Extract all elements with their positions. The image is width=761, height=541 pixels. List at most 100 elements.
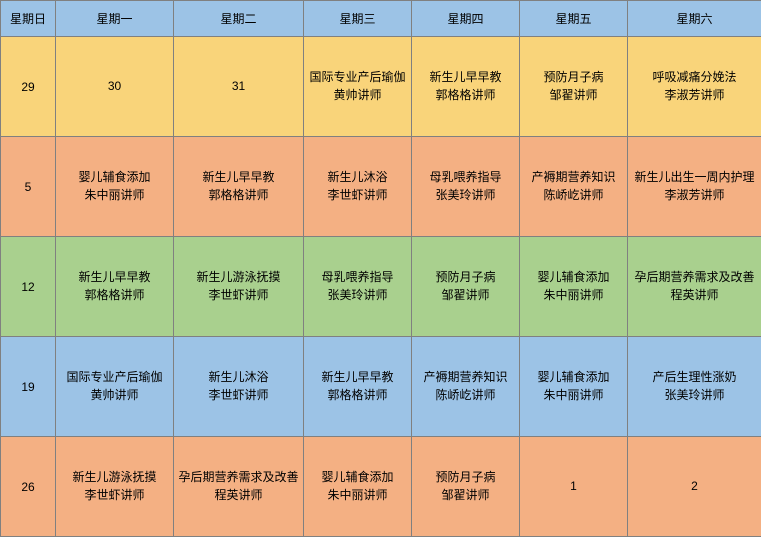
day-number-cell: 26 — [1, 437, 56, 537]
day-number-cell: 19 — [1, 337, 56, 437]
schedule-cell: 婴儿辅食添加朱中丽讲师 — [520, 237, 628, 337]
schedule-cell: 预防月子病邹翟讲师 — [520, 37, 628, 137]
schedule-cell: 新生儿沐浴李世虾讲师 — [304, 137, 412, 237]
instructor-name: 邹翟讲师 — [414, 487, 517, 504]
instructor-name: 李世虾讲师 — [306, 187, 409, 204]
course-title: 产褥期营养知识 — [414, 369, 517, 386]
course-title: 呼吸减痛分娩法 — [630, 69, 759, 86]
schedule-cell: 孕后期营养需求及改善程英讲师 — [628, 237, 761, 337]
instructor-name: 张美玲讲师 — [630, 387, 759, 404]
schedule-cell: 30 — [56, 37, 174, 137]
schedule-cell: 婴儿辅食添加朱中丽讲师 — [304, 437, 412, 537]
weekday-header: 星期三 — [304, 1, 412, 37]
schedule-cell: 产褥期营养知识陈峤屹讲师 — [412, 337, 520, 437]
instructor-name: 李世虾讲师 — [176, 387, 301, 404]
course-title: 母乳喂养指导 — [414, 169, 517, 186]
weekday-header: 星期日 — [1, 1, 56, 37]
course-title: 产褥期营养知识 — [522, 169, 625, 186]
instructor-name: 邹翟讲师 — [522, 87, 625, 104]
course-title: 1 — [522, 478, 625, 495]
schedule-cell: 新生儿早早教郭格格讲师 — [174, 137, 304, 237]
schedule-cell: 新生儿早早教郭格格讲师 — [412, 37, 520, 137]
day-number-cell: 5 — [1, 137, 56, 237]
schedule-cell: 国际专业产后瑜伽黄帅讲师 — [56, 337, 174, 437]
schedule-cell: 新生儿早早教郭格格讲师 — [56, 237, 174, 337]
instructor-name: 郭格格讲师 — [306, 387, 409, 404]
schedule-cell: 新生儿游泳抚摸李世虾讲师 — [174, 237, 304, 337]
course-title: 31 — [176, 78, 301, 95]
instructor-name: 朱中丽讲师 — [58, 187, 171, 204]
instructor-name: 朱中丽讲师 — [306, 487, 409, 504]
course-title: 新生儿早早教 — [58, 269, 171, 286]
schedule-cell: 1 — [520, 437, 628, 537]
schedule-cell: 2 — [628, 437, 761, 537]
course-title: 产后生理性涨奶 — [630, 369, 759, 386]
instructor-name: 邹翟讲师 — [414, 287, 517, 304]
day-number-cell: 29 — [1, 37, 56, 137]
schedule-cell: 产后生理性涨奶张美玲讲师 — [628, 337, 761, 437]
course-title: 新生儿游泳抚摸 — [58, 469, 171, 486]
instructor-name: 李淑芳讲师 — [630, 87, 759, 104]
weekday-header: 星期一 — [56, 1, 174, 37]
instructor-name: 郭格格讲师 — [414, 87, 517, 104]
schedule-cell: 预防月子病邹翟讲师 — [412, 437, 520, 537]
calendar-row: 293031国际专业产后瑜伽黄帅讲师新生儿早早教郭格格讲师预防月子病邹翟讲师呼吸… — [1, 37, 761, 137]
course-title: 婴儿辅食添加 — [522, 269, 625, 286]
instructor-name: 朱中丽讲师 — [522, 287, 625, 304]
schedule-cell: 新生儿早早教郭格格讲师 — [304, 337, 412, 437]
schedule-cell: 产褥期营养知识陈峤屹讲师 — [520, 137, 628, 237]
instructor-name: 张美玲讲师 — [414, 187, 517, 204]
schedule-cell: 31 — [174, 37, 304, 137]
calendar-header-row: 星期日星期一星期二星期三星期四星期五星期六 — [1, 1, 761, 37]
calendar-body: 293031国际专业产后瑜伽黄帅讲师新生儿早早教郭格格讲师预防月子病邹翟讲师呼吸… — [1, 37, 761, 537]
instructor-name: 张美玲讲师 — [306, 287, 409, 304]
weekday-header: 星期五 — [520, 1, 628, 37]
course-title: 母乳喂养指导 — [306, 269, 409, 286]
course-title: 孕后期营养需求及改善 — [176, 469, 301, 486]
instructor-name: 黄帅讲师 — [306, 87, 409, 104]
schedule-calendar: 星期日星期一星期二星期三星期四星期五星期六 293031国际专业产后瑜伽黄帅讲师… — [0, 0, 761, 537]
course-title: 新生儿沐浴 — [306, 169, 409, 186]
weekday-header: 星期四 — [412, 1, 520, 37]
course-title: 30 — [58, 78, 171, 95]
calendar-row: 26新生儿游泳抚摸李世虾讲师孕后期营养需求及改善程英讲师婴儿辅食添加朱中丽讲师预… — [1, 437, 761, 537]
instructor-name: 郭格格讲师 — [58, 287, 171, 304]
course-title: 新生儿出生一周内护理 — [630, 169, 759, 186]
course-title: 国际专业产后瑜伽 — [306, 69, 409, 86]
instructor-name: 朱中丽讲师 — [522, 387, 625, 404]
course-title: 新生儿早早教 — [306, 369, 409, 386]
course-title: 新生儿早早教 — [414, 69, 517, 86]
schedule-cell: 孕后期营养需求及改善程英讲师 — [174, 437, 304, 537]
weekday-header: 星期二 — [174, 1, 304, 37]
course-title: 孕后期营养需求及改善 — [630, 269, 759, 286]
course-title: 预防月子病 — [414, 269, 517, 286]
instructor-name: 陈峤屹讲师 — [414, 387, 517, 404]
schedule-cell: 婴儿辅食添加朱中丽讲师 — [520, 337, 628, 437]
instructor-name: 李淑芳讲师 — [630, 187, 759, 204]
course-title: 婴儿辅食添加 — [522, 369, 625, 386]
instructor-name: 程英讲师 — [630, 287, 759, 304]
instructor-name: 黄帅讲师 — [58, 387, 171, 404]
course-title: 2 — [630, 478, 759, 495]
course-title: 预防月子病 — [414, 469, 517, 486]
schedule-cell: 预防月子病邹翟讲师 — [412, 237, 520, 337]
instructor-name: 程英讲师 — [176, 487, 301, 504]
weekday-header: 星期六 — [628, 1, 761, 37]
course-title: 婴儿辅食添加 — [306, 469, 409, 486]
schedule-cell: 新生儿游泳抚摸李世虾讲师 — [56, 437, 174, 537]
course-title: 新生儿早早教 — [176, 169, 301, 186]
calendar-row: 12新生儿早早教郭格格讲师新生儿游泳抚摸李世虾讲师母乳喂养指导张美玲讲师预防月子… — [1, 237, 761, 337]
schedule-cell: 婴儿辅食添加朱中丽讲师 — [56, 137, 174, 237]
schedule-cell: 新生儿出生一周内护理李淑芳讲师 — [628, 137, 761, 237]
day-number-cell: 12 — [1, 237, 56, 337]
schedule-cell: 新生儿沐浴李世虾讲师 — [174, 337, 304, 437]
course-title: 新生儿沐浴 — [176, 369, 301, 386]
schedule-cell: 呼吸减痛分娩法李淑芳讲师 — [628, 37, 761, 137]
course-title: 预防月子病 — [522, 69, 625, 86]
instructor-name: 陈峤屹讲师 — [522, 187, 625, 204]
calendar-row: 5婴儿辅食添加朱中丽讲师新生儿早早教郭格格讲师新生儿沐浴李世虾讲师母乳喂养指导张… — [1, 137, 761, 237]
course-title: 国际专业产后瑜伽 — [58, 369, 171, 386]
course-title: 新生儿游泳抚摸 — [176, 269, 301, 286]
calendar-row: 19国际专业产后瑜伽黄帅讲师新生儿沐浴李世虾讲师新生儿早早教郭格格讲师产褥期营养… — [1, 337, 761, 437]
schedule-cell: 国际专业产后瑜伽黄帅讲师 — [304, 37, 412, 137]
